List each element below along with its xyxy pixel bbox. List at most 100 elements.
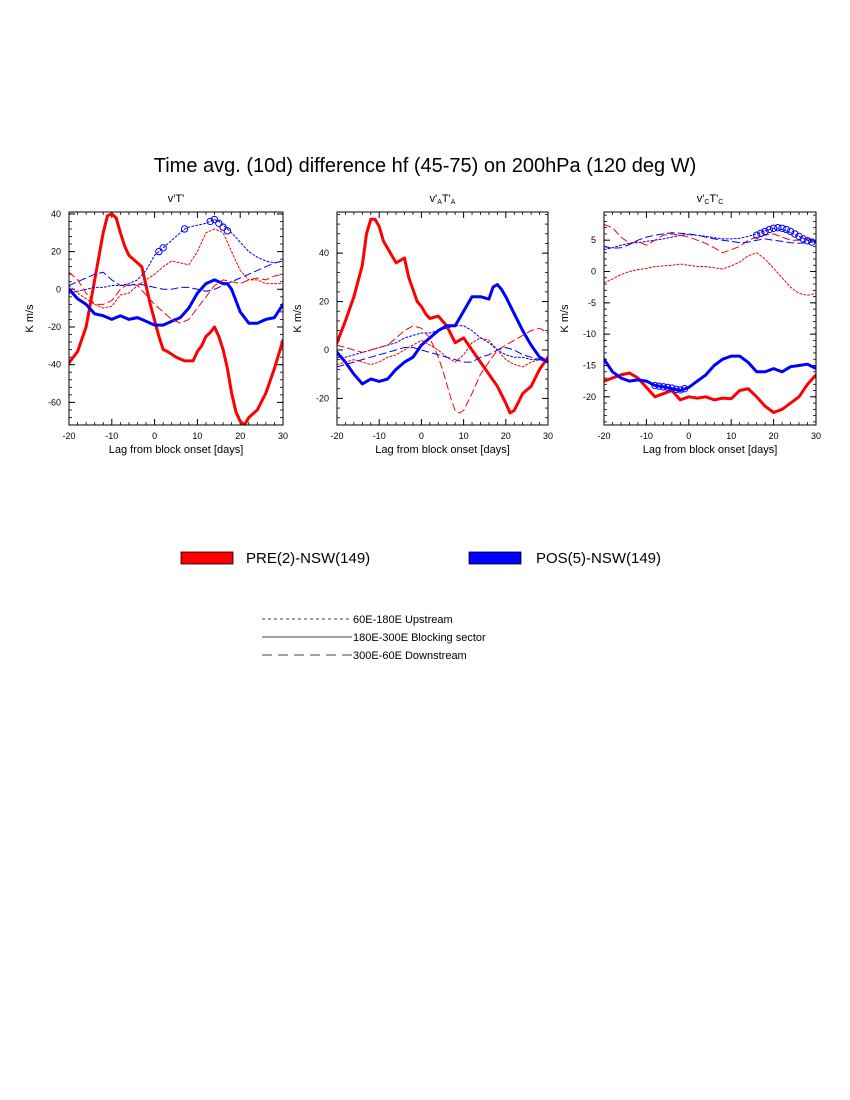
x-tick-label: 10 <box>192 431 202 441</box>
y-tick-label: -20 <box>48 322 61 332</box>
blue-dashed-series-line <box>337 347 548 368</box>
x-axis-label: Lag from block onset [days] <box>375 444 510 456</box>
panel-title-subscript: A <box>437 199 442 206</box>
y-axis-label: K m/s <box>559 304 571 333</box>
blue-solid-series-line <box>337 283 548 386</box>
y-tick-label: -5 <box>588 298 596 308</box>
panel-title-part: v' <box>697 193 705 205</box>
significance-marker <box>155 247 163 256</box>
color-legend: PRE(2)-NSW(149) POS(5)-NSW(149) <box>180 550 661 567</box>
significance-marker <box>659 383 668 391</box>
significance-marker <box>159 244 167 252</box>
x-tick-label: 0 <box>419 431 424 441</box>
significance-marker <box>757 229 765 238</box>
legend-swatch <box>468 551 522 565</box>
x-tick-label: 20 <box>235 431 245 441</box>
blue-dotted-series-line <box>337 325 548 361</box>
significance-marker <box>799 235 807 243</box>
legend-swatch <box>180 551 234 565</box>
panel-title-subscript: C <box>704 199 709 206</box>
panel-title-part: v'T' <box>168 193 184 205</box>
blue-dashed-series-line <box>604 232 816 249</box>
significance-marker <box>210 215 219 224</box>
x-tick-label: 20 <box>769 431 779 441</box>
blue-solid-series-line <box>69 278 283 327</box>
significance-marker <box>663 383 672 392</box>
y-tick-label: -15 <box>583 360 596 370</box>
x-tick-label: 0 <box>686 431 691 441</box>
x-tick-label: 30 <box>278 431 288 441</box>
significance-marker <box>765 225 774 234</box>
significance-marker <box>774 223 782 232</box>
red-dashed-series-line <box>604 224 816 254</box>
x-tick-label: 10 <box>459 431 469 441</box>
y-tick-label: 0 <box>56 284 61 294</box>
panel-title-part: v' <box>430 193 438 205</box>
red-dashed-series-line <box>69 271 283 324</box>
significance-marker <box>791 230 799 238</box>
significance-marker <box>778 224 786 232</box>
line-style-legend: 60E-180E Upstream 180E-300E Blocking sect… <box>262 614 486 662</box>
significance-marker <box>782 225 791 234</box>
x-tick-label: -10 <box>373 431 386 441</box>
x-tick-label: 20 <box>501 431 511 441</box>
significance-marker <box>215 219 223 228</box>
legend-style-label: 300E-60E Downstream <box>353 650 467 662</box>
significance-marker <box>769 224 778 232</box>
significance-marker <box>651 381 659 390</box>
significance-marker <box>180 225 189 233</box>
x-axis-label: Lag from block onset [days] <box>109 444 244 456</box>
significance-marker <box>761 227 769 236</box>
legend-style-label: 180E-300E Blocking sector <box>353 632 486 644</box>
y-tick-label: -60 <box>48 397 61 407</box>
y-tick-label: 40 <box>51 209 61 219</box>
plot-frame <box>603 211 817 426</box>
significance-marker <box>786 227 795 236</box>
panel-title: v'T' <box>168 193 184 205</box>
significance-marker <box>795 232 803 241</box>
x-tick-label: -10 <box>105 431 118 441</box>
panel-title-subscript: A <box>451 199 456 206</box>
red-dotted-series-line <box>337 337 548 368</box>
panel-title-part: T' <box>709 193 718 205</box>
x-axis-label: Lag from block onset [days] <box>643 444 778 456</box>
significance-marker <box>752 231 761 239</box>
x-tick-label: -20 <box>597 431 610 441</box>
y-tick-label: 40 <box>319 248 329 258</box>
significance-marker <box>680 384 689 393</box>
red-dotted-series-line <box>604 252 816 296</box>
significance-marker <box>206 217 214 226</box>
panel-title-part: T' <box>442 193 451 205</box>
chart-panel-1: v'T' -20 -10 0 10 20 30 -60 -40 -20 0 20 40 Lag from … <box>24 193 288 456</box>
blue-solid-series-line <box>604 354 816 392</box>
plot-frame <box>336 211 549 426</box>
x-tick-label: -10 <box>640 431 653 441</box>
series-group <box>604 223 816 414</box>
figure-title: Time avg. (10d) difference hf (45-75) on… <box>154 155 697 177</box>
significance-marker <box>655 382 663 390</box>
significance-marker <box>219 223 227 231</box>
y-tick-label: 0 <box>591 267 596 277</box>
series-group <box>337 217 548 415</box>
y-tick-label: 20 <box>51 247 61 257</box>
x-tick-label: 30 <box>543 431 553 441</box>
blue-dashed-series-line <box>69 260 283 292</box>
blue-dotted-series-line <box>69 219 283 294</box>
x-tick-label: -20 <box>62 431 75 441</box>
significance-marker <box>808 238 816 246</box>
y-tick-label: 5 <box>591 235 596 245</box>
legend-label: PRE(2)-NSW(149) <box>246 550 370 567</box>
x-tick-label: -20 <box>330 431 343 441</box>
red-solid-series-line <box>69 212 283 425</box>
legend-label: POS(5)-NSW(149) <box>536 550 661 567</box>
y-tick-label: -20 <box>583 392 596 402</box>
significance-marker <box>676 386 685 394</box>
y-tick-label: -40 <box>48 360 61 370</box>
y-tick-label: 0 <box>324 345 329 355</box>
x-tick-label: 0 <box>152 431 157 441</box>
y-tick-label: -20 <box>316 393 329 403</box>
significance-marker <box>668 384 676 392</box>
